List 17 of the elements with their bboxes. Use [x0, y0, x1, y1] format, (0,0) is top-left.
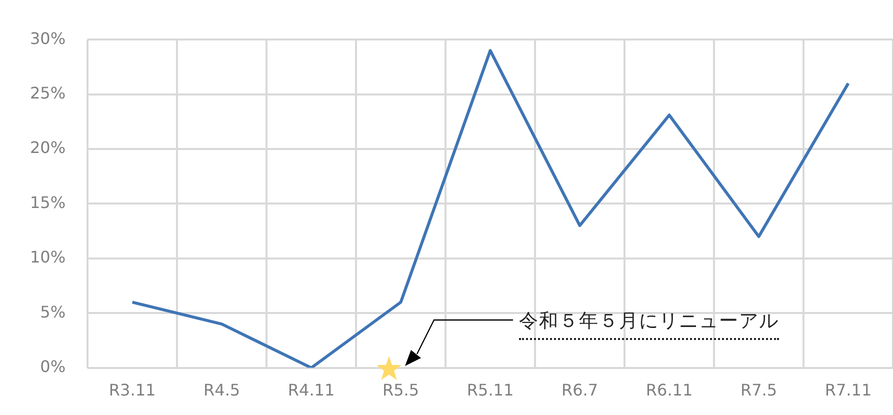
- x-tick-label: R4.11: [288, 380, 335, 400]
- y-tick-label: 30%: [30, 28, 66, 48]
- y-tick-label: 20%: [30, 138, 66, 158]
- x-tick-label: R6.11: [646, 380, 693, 400]
- x-tick-label: R3.11: [108, 380, 156, 400]
- x-tick-label: R5.11: [466, 380, 514, 400]
- x-tick-label: R5.5: [382, 380, 420, 400]
- x-tick-label: R4.5: [204, 380, 240, 400]
- y-tick-label: 0%: [40, 356, 66, 376]
- x-tick-label: R7.5: [740, 380, 778, 400]
- y-tick-label: 5%: [40, 302, 66, 322]
- x-tick-label: R7.11: [824, 380, 872, 400]
- x-tick-label: R6.7: [561, 380, 598, 400]
- y-tick-label: 15%: [30, 192, 66, 212]
- annotation: 令和５年５月にリニューアル: [518, 308, 779, 340]
- y-tick-label: 10%: [30, 248, 66, 267]
- y-tick-label: 25%: [30, 83, 66, 102]
